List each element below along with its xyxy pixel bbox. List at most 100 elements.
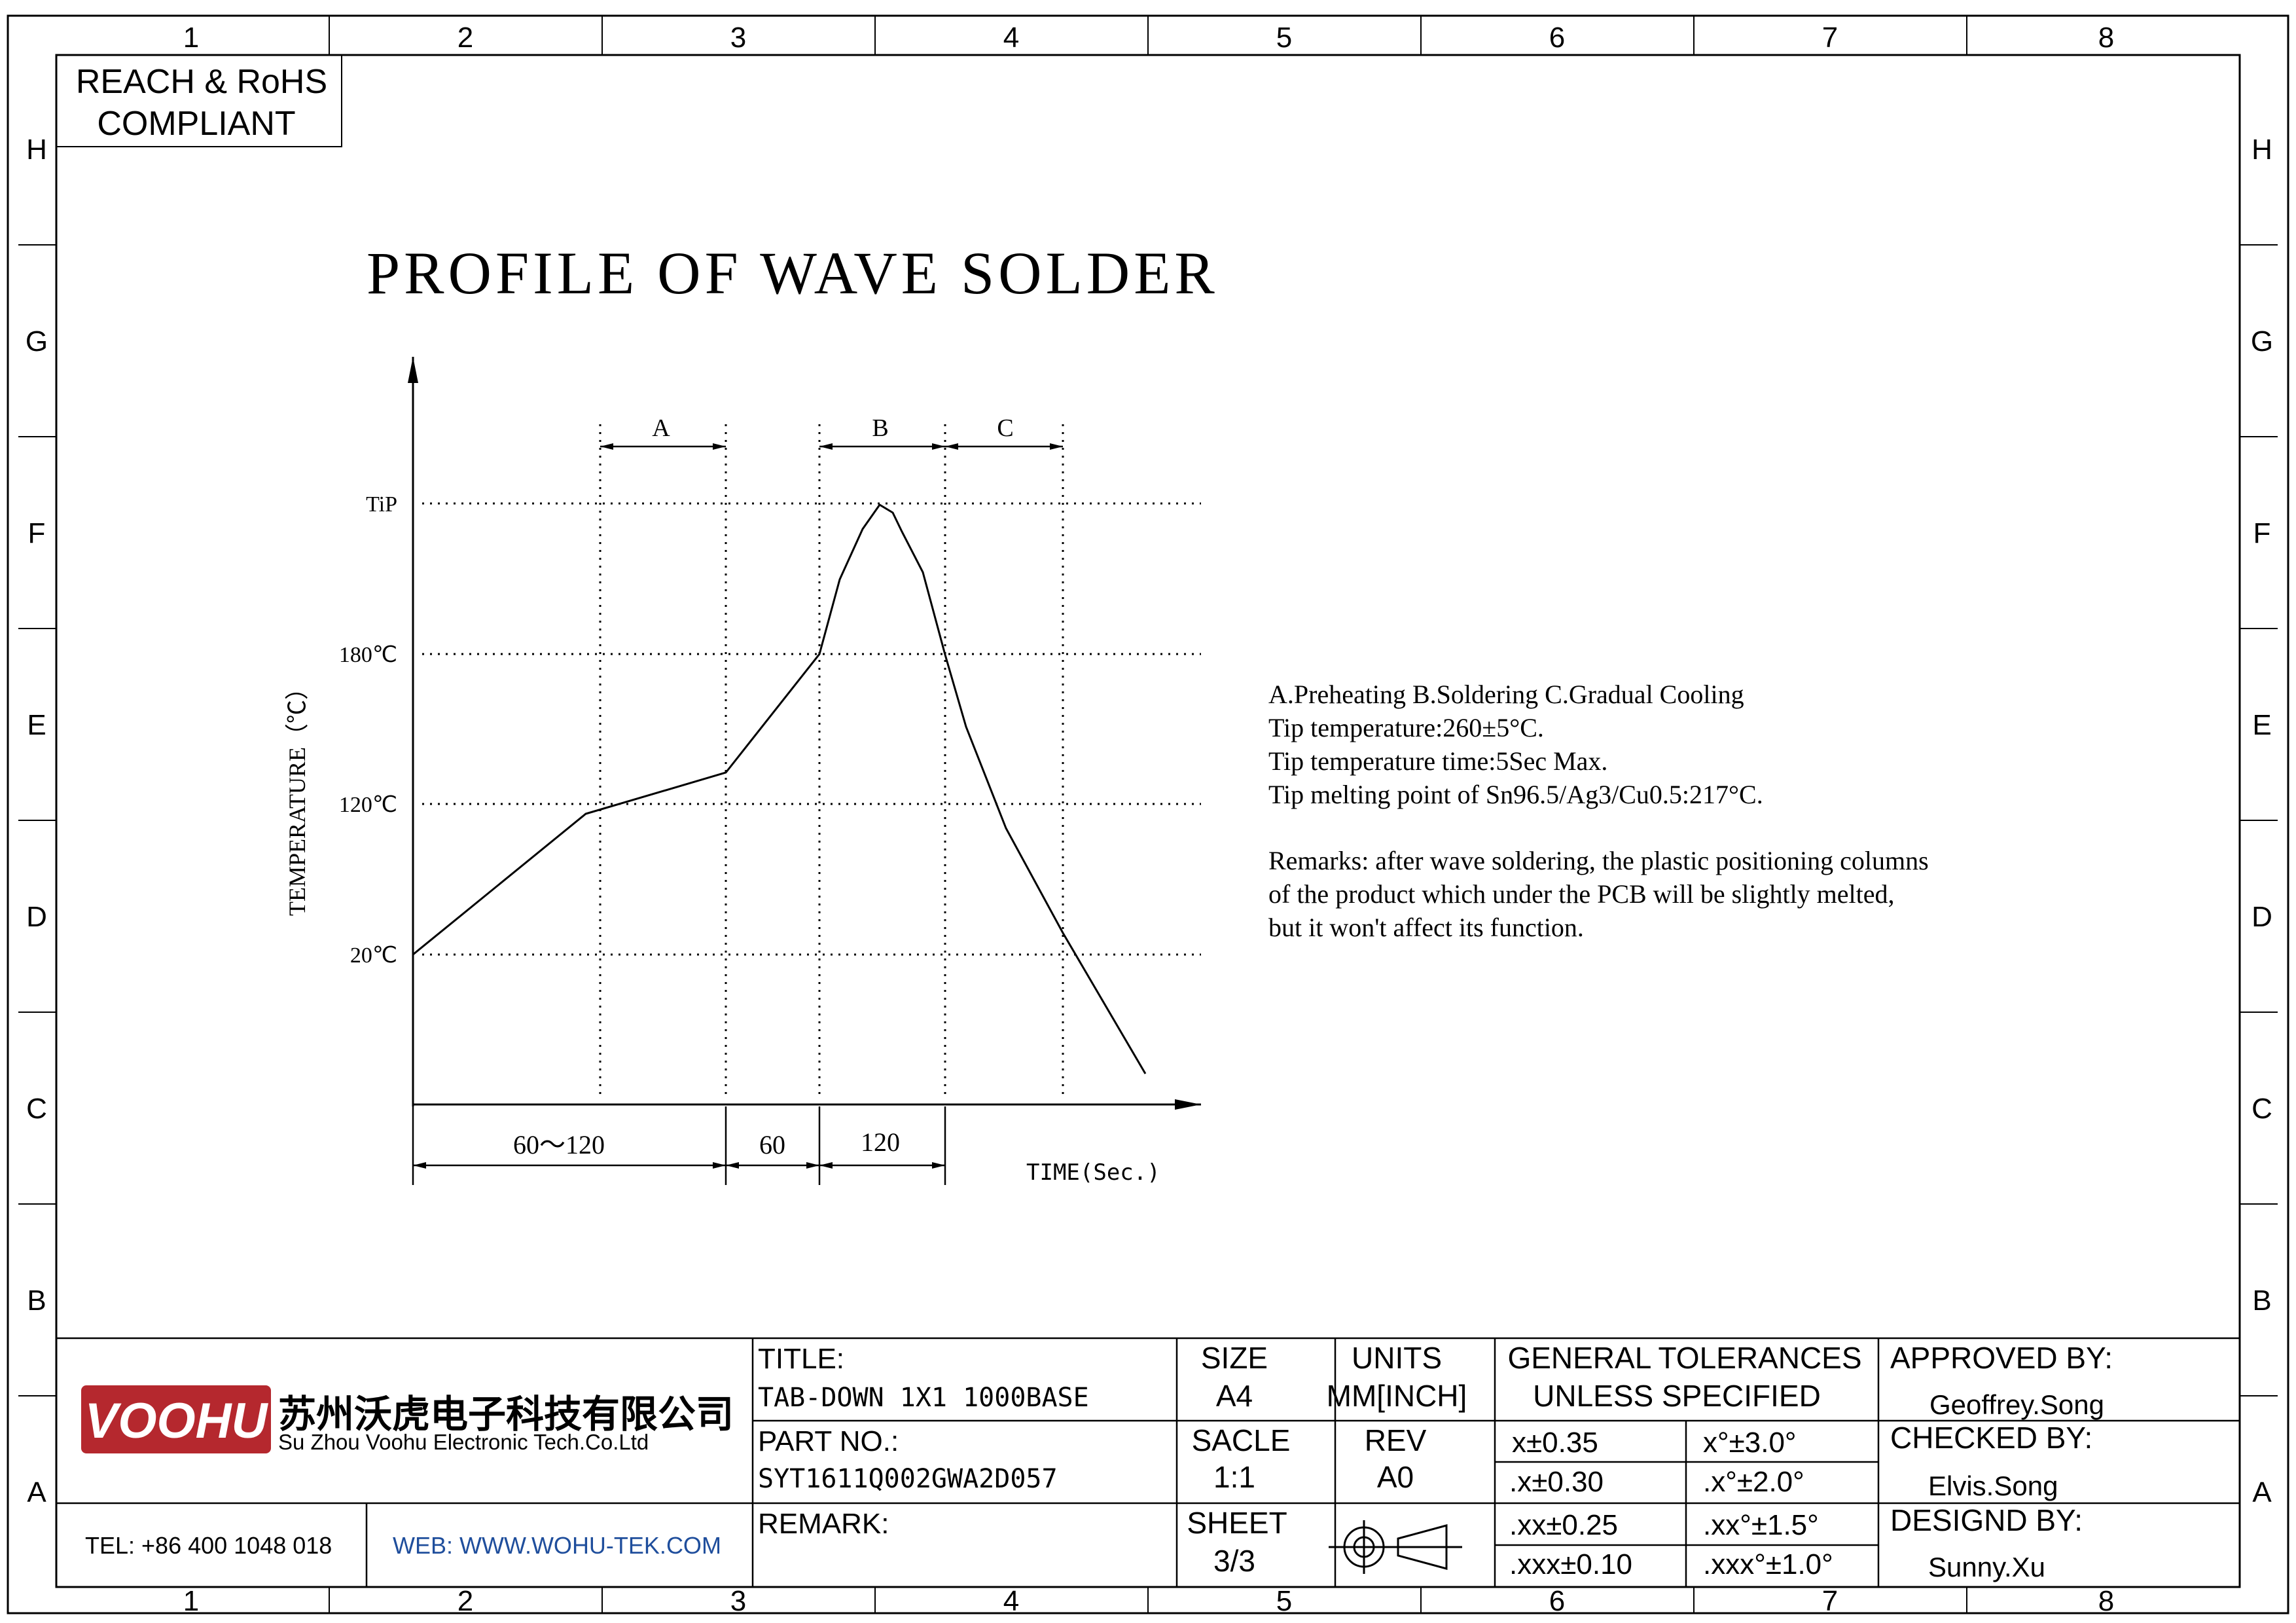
title-block: VOOHU 苏州沃虎电子科技有限公司 Su Zhou Voohu Electro… [56, 1337, 2240, 1587]
title-label: TITLE: [758, 1343, 844, 1375]
col-label-top: 2 [457, 22, 473, 54]
row-label-right: H [2251, 134, 2272, 166]
logo-badge [81, 1385, 271, 1453]
logo-text: VOOHU [85, 1393, 269, 1449]
scale-value: 1:1 [1213, 1460, 1255, 1494]
zone-label-a: A [652, 414, 670, 442]
duration-label: 60 [759, 1130, 785, 1159]
remark-line: but it won't affect its function. [1268, 913, 1584, 942]
note-line: Tip melting point of Sn96.5/Ag3/Cu0.5:21… [1268, 780, 1763, 809]
zone-guides [599, 424, 1064, 1097]
company-name-cn: 苏州沃虎电子科技有限公司 [278, 1393, 734, 1436]
row-label-left: G [26, 325, 48, 357]
company-name-en: Su Zhou Voohu Electronic Tech.Co.Ltd [278, 1430, 649, 1454]
row-label-left: D [26, 901, 47, 933]
row-label-right: G [2251, 325, 2273, 357]
row-label-right: D [2251, 901, 2272, 933]
duration-dimensions [412, 1106, 946, 1185]
rev-value: A0 [1377, 1460, 1414, 1494]
col-label-top: 6 [1549, 22, 1565, 54]
tolerance-linear: .xx±0.25 [1509, 1509, 1618, 1541]
row-label-left: A [27, 1476, 46, 1508]
duration-label: 60～120 [513, 1130, 605, 1159]
tolerance-angular: .xx°±1.5° [1703, 1509, 1819, 1541]
title-value: TAB-DOWN 1X1 1000BASE [758, 1383, 1089, 1413]
part-label: PART NO.: [758, 1425, 899, 1457]
row-label-right: F [2253, 517, 2271, 549]
note-line: Tip temperature:260±5°C. [1268, 713, 1544, 742]
approved-value: Geoffrey.Song [1929, 1389, 2104, 1420]
compliance-line-1: REACH & RoHS [76, 63, 327, 101]
col-label-bottom: 3 [730, 1585, 746, 1617]
scale-label: SACLE [1192, 1423, 1291, 1457]
row-label-left: B [27, 1285, 46, 1317]
tolerance-angular: .xxx°±1.0° [1703, 1548, 1833, 1580]
x-axis-label: TIME(Sec.) [1026, 1159, 1160, 1186]
designed-value: Sunny.Xu [1928, 1552, 2045, 1582]
sheet-label: SHEET [1187, 1506, 1287, 1540]
compliance-box: REACH & RoHS COMPLIANT [56, 55, 342, 147]
row-label-left: H [26, 134, 47, 166]
temp-guides [422, 502, 1201, 956]
tolerance-angular: x°±3.0° [1703, 1427, 1797, 1459]
temp-label: 20℃ [350, 943, 397, 968]
checked-label: CHECKED BY: [1890, 1421, 2092, 1455]
units-value: MM[INCH] [1327, 1379, 1467, 1413]
col-label-bottom: 6 [1549, 1585, 1565, 1617]
remark-line: of the product which under the PCB will … [1268, 879, 1895, 909]
note-line: A.Preheating B.Soldering C.Gradual Cooli… [1268, 680, 1744, 709]
row-label-right: C [2251, 1093, 2272, 1125]
col-label-bottom: 4 [1003, 1585, 1019, 1617]
zone-label-c: C [997, 414, 1013, 442]
tolerance-linear: .x±0.30 [1509, 1466, 1604, 1498]
remark-label: REMARK: [758, 1508, 889, 1540]
solder-profile-curve [412, 503, 1147, 1074]
drawing-title: PROFILE OF WAVE SOLDER [367, 240, 1219, 306]
tolerance-angular: .x°±2.0° [1703, 1466, 1804, 1498]
col-label-bottom: 5 [1276, 1585, 1292, 1617]
tolerance-heading-1: GENERAL TOLERANCES [1507, 1341, 1861, 1375]
rev-label: REV [1365, 1423, 1427, 1457]
y-axis-label: TEMPERATURE（℃） [284, 676, 310, 916]
designed-label: DESIGND BY: [1890, 1503, 2083, 1537]
temp-label: TiP [366, 492, 397, 517]
row-label-right: B [2252, 1285, 2271, 1317]
compliance-line-2: COMPLIANT [97, 105, 295, 143]
third-angle-projection-icon [1329, 1520, 1462, 1574]
row-label-right: A [2252, 1476, 2272, 1508]
col-label-top: 3 [730, 22, 746, 54]
row-label-left: C [26, 1093, 47, 1125]
tolerance-linear: .xxx±0.10 [1509, 1548, 1632, 1580]
sheet-value: 3/3 [1213, 1544, 1255, 1578]
notes: A.Preheating B.Soldering C.Gradual Cooli… [1268, 680, 1929, 942]
row-label-left: F [28, 517, 46, 549]
part-value: SYT1611Q002GWA2D057 [758, 1464, 1058, 1494]
tolerance-linear: x±0.35 [1512, 1427, 1598, 1459]
tolerance-heading-2: UNLESS SPECIFIED [1533, 1379, 1821, 1413]
temp-label: 120℃ [339, 793, 397, 817]
remark-line: Remarks: after wave soldering, the plast… [1268, 846, 1929, 875]
units-label: UNITS [1352, 1341, 1442, 1375]
company-web[interactable]: WEB: WWW.WOHU-TEK.COM [393, 1532, 721, 1559]
col-label-top: 4 [1003, 22, 1019, 54]
col-label-top: 5 [1276, 22, 1292, 54]
company-tel: TEL: +86 400 1048 018 [85, 1532, 332, 1559]
col-label-top: 7 [1822, 22, 1838, 54]
col-label-top: 8 [2098, 22, 2114, 54]
row-label-left: E [27, 709, 46, 741]
size-value: A4 [1216, 1379, 1253, 1413]
col-label-bottom: 8 [2098, 1585, 2114, 1617]
note-line: Tip temperature time:5Sec Max. [1268, 746, 1607, 776]
col-label-top: 1 [183, 22, 199, 54]
company-logo: VOOHU 苏州沃虎电子科技有限公司 Su Zhou Voohu Electro… [81, 1385, 734, 1454]
duration-label: 120 [861, 1127, 900, 1157]
col-label-bottom: 2 [457, 1585, 473, 1617]
col-label-bottom: 1 [183, 1585, 199, 1617]
solder-profile-chart: TiP 180℃ 120℃ 20℃ TEMPERATURE（℃） A B C [284, 357, 1201, 1186]
size-label: SIZE [1201, 1341, 1268, 1375]
column-ticks [329, 16, 1967, 1613]
row-label-right: E [2252, 709, 2271, 741]
zone-label-b: B [872, 414, 888, 442]
row-ticks [18, 244, 2278, 1396]
